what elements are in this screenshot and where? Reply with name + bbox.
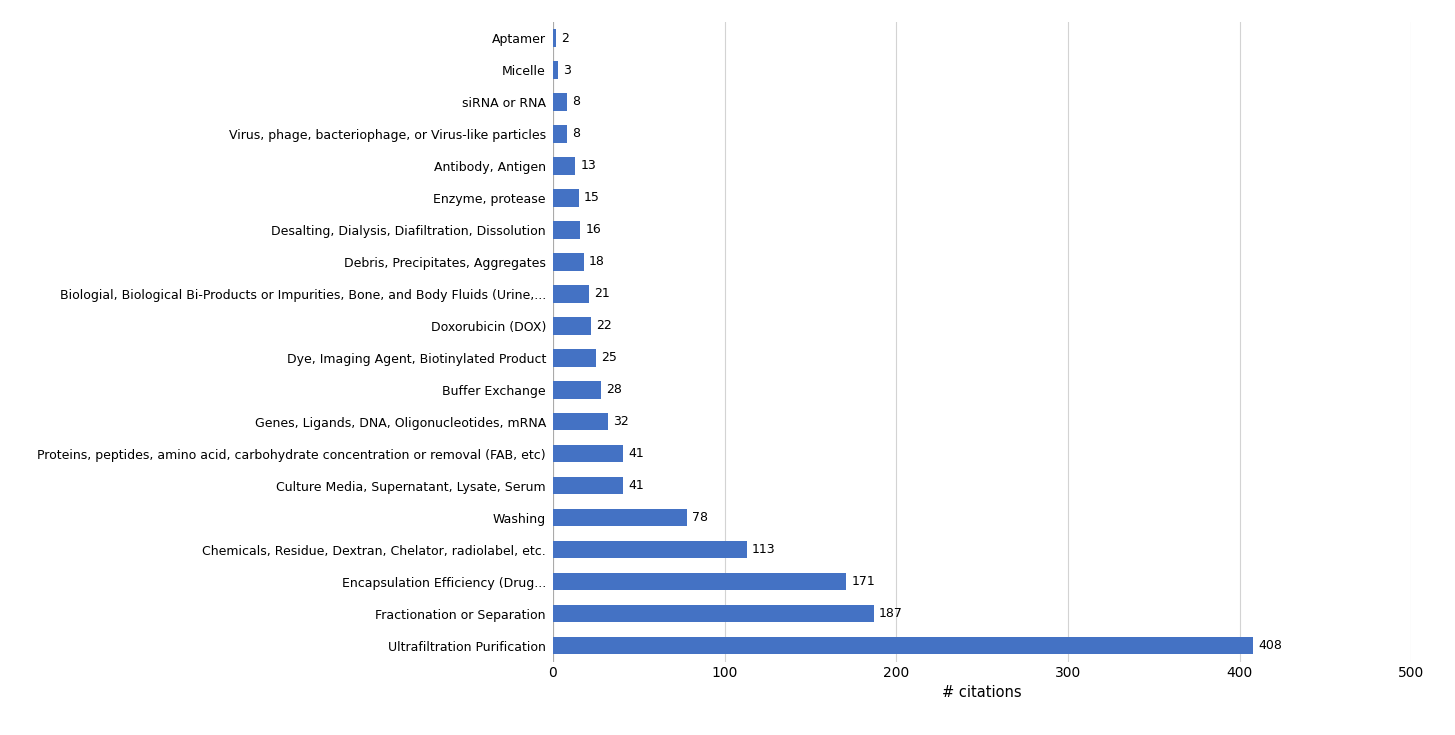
Bar — [553, 381, 601, 398]
Bar — [553, 29, 556, 47]
Text: 18: 18 — [589, 255, 605, 268]
Text: 187: 187 — [879, 607, 904, 620]
Bar — [553, 157, 575, 175]
Bar — [553, 413, 608, 431]
Bar — [553, 189, 579, 207]
Bar — [553, 573, 847, 590]
Text: 32: 32 — [613, 415, 629, 429]
Bar — [553, 61, 559, 79]
Text: 41: 41 — [629, 479, 645, 492]
Text: 16: 16 — [585, 223, 601, 237]
Bar — [553, 349, 597, 367]
Text: 8: 8 — [572, 96, 579, 109]
Text: 13: 13 — [581, 159, 597, 173]
Bar — [553, 637, 1253, 654]
Text: 22: 22 — [597, 319, 611, 332]
Text: 41: 41 — [629, 447, 645, 460]
Text: 25: 25 — [601, 351, 617, 365]
Bar — [553, 125, 566, 143]
Text: 8: 8 — [572, 127, 579, 140]
Text: 21: 21 — [594, 287, 610, 301]
X-axis label: # citations: # citations — [943, 685, 1021, 700]
Bar — [553, 605, 874, 623]
Bar — [553, 285, 589, 303]
Text: 171: 171 — [851, 575, 876, 588]
Text: 28: 28 — [607, 383, 621, 396]
Bar — [553, 477, 623, 495]
Text: 15: 15 — [583, 191, 599, 204]
Bar — [553, 541, 746, 559]
Bar — [553, 445, 623, 462]
Text: 2: 2 — [562, 32, 569, 45]
Bar — [553, 509, 687, 526]
Bar — [553, 93, 566, 111]
Text: 113: 113 — [752, 543, 776, 556]
Text: 78: 78 — [693, 511, 709, 524]
Text: 3: 3 — [563, 63, 570, 76]
Bar — [553, 317, 591, 334]
Bar — [553, 253, 583, 270]
Bar — [553, 221, 581, 239]
Text: 408: 408 — [1259, 639, 1282, 652]
